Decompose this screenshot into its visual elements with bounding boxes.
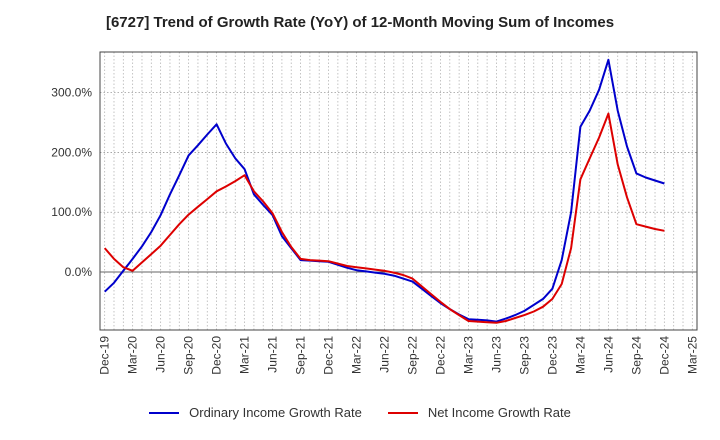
x-tick-label: Mar-20 xyxy=(126,336,140,374)
x-tick-label: Dec-20 xyxy=(210,336,224,375)
legend: Ordinary Income Growth Rate Net Income G… xyxy=(0,405,720,420)
legend-item-ordinary-income: Ordinary Income Growth Rate xyxy=(149,405,362,420)
y-tick-label: 0.0% xyxy=(65,265,93,279)
x-tick-label: Dec-19 xyxy=(98,336,112,375)
x-tick-label: Mar-21 xyxy=(238,336,252,374)
y-tick-label: 200.0% xyxy=(51,145,92,159)
x-tick-label: Dec-22 xyxy=(433,336,447,375)
series-line-0 xyxy=(104,58,665,323)
legend-label-net-income: Net Income Growth Rate xyxy=(427,405,571,420)
x-tick-label: Mar-23 xyxy=(461,336,475,374)
y-tick-label: 100.0% xyxy=(51,205,92,219)
grid-lines xyxy=(100,52,697,330)
x-tick-label: Jun-20 xyxy=(154,336,168,373)
y-axis-tick-labels: 0.0% 100.0% 200.0% 300.0% xyxy=(51,86,92,279)
legend-item-net-income: Net Income Growth Rate xyxy=(387,405,571,420)
x-tick-label: Sep-23 xyxy=(517,336,531,375)
x-axis-tick-labels: Dec-19 Mar-20 Jun-20 Sep-20 Dec-20 Mar-21 Jun-… xyxy=(98,336,700,375)
x-tick-label: Jun-23 xyxy=(489,336,503,373)
x-tick-label: Jun-24 xyxy=(601,336,615,373)
x-tick-label: Mar-25 xyxy=(685,336,699,374)
x-tick-label: Mar-22 xyxy=(350,336,364,374)
series-line-1 xyxy=(103,112,665,324)
chart-title: [6727] Trend of Growth Rate (YoY) of 12-… xyxy=(105,14,615,31)
x-tick-label: Mar-24 xyxy=(573,336,587,374)
x-tick-label: Sep-22 xyxy=(405,336,419,375)
x-tick-label: Jun-21 xyxy=(266,336,280,373)
x-tick-label: Sep-21 xyxy=(294,336,308,375)
series-lines xyxy=(103,58,665,324)
x-tick-label: Sep-24 xyxy=(629,336,643,375)
plot-frame xyxy=(99,51,698,331)
y-tick-label: 300.0% xyxy=(51,86,92,100)
x-tick-label: Dec-23 xyxy=(545,336,559,375)
legend-swatch-ordinary-income xyxy=(149,411,180,414)
legend-swatch-net-income xyxy=(387,411,418,414)
x-tick-label: Jun-22 xyxy=(378,336,392,373)
x-tick-label: Dec-21 xyxy=(322,336,336,375)
x-tick-label: Sep-20 xyxy=(182,336,196,375)
legend-label-ordinary-income: Ordinary Income Growth Rate xyxy=(189,405,362,420)
x-tick-label: Dec-24 xyxy=(657,336,671,375)
